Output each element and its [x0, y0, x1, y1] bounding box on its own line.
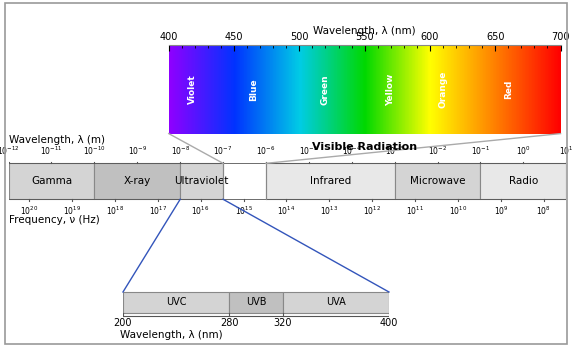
Bar: [395, 163, 480, 199]
Text: Red: Red: [504, 80, 513, 99]
Bar: [180, 163, 223, 199]
Bar: [94, 163, 180, 199]
Text: $10^{19}$: $10^{19}$: [63, 204, 81, 217]
Text: X-ray: X-ray: [124, 176, 151, 186]
Text: $10^{10}$: $10^{10}$: [449, 204, 467, 217]
Text: Ultraviolet: Ultraviolet: [174, 176, 229, 186]
Text: 280: 280: [220, 318, 239, 328]
Text: Visible Radiation: Visible Radiation: [312, 142, 417, 152]
Text: $10^{18}$: $10^{18}$: [106, 204, 124, 217]
Text: UVC: UVC: [166, 297, 186, 307]
Text: Wavelength, λ (m): Wavelength, λ (m): [9, 135, 105, 145]
Text: $10^{-2}$: $10^{-2}$: [428, 144, 447, 157]
Text: UVB: UVB: [246, 297, 266, 307]
Text: Blue: Blue: [249, 78, 258, 101]
Bar: [9, 163, 94, 199]
Text: $10^{-8}$: $10^{-8}$: [170, 144, 190, 157]
Text: $10^{-1}$: $10^{-1}$: [471, 144, 490, 157]
Text: $10^{-6}$: $10^{-6}$: [256, 144, 276, 157]
Text: $10^{15}$: $10^{15}$: [235, 204, 253, 217]
Text: Microwave: Microwave: [410, 176, 466, 186]
Text: $10^{-9}$: $10^{-9}$: [128, 144, 147, 157]
Text: $10^{1}$: $10^{1}$: [559, 144, 572, 157]
Bar: [229, 292, 283, 313]
Text: 400: 400: [380, 318, 398, 328]
Text: $10^{8}$: $10^{8}$: [537, 204, 551, 217]
Text: Orange: Orange: [439, 71, 447, 108]
Text: $10^{12}$: $10^{12}$: [363, 204, 382, 217]
Text: $10^{-12}$: $10^{-12}$: [0, 144, 20, 157]
Bar: [480, 163, 566, 199]
Text: $10^{20}$: $10^{20}$: [20, 204, 38, 217]
Text: $10^{14}$: $10^{14}$: [277, 204, 296, 217]
Text: $10^{-5}$: $10^{-5}$: [299, 144, 319, 157]
Text: Violet: Violet: [188, 75, 197, 104]
Text: Green: Green: [321, 74, 330, 105]
Text: $10^{11}$: $10^{11}$: [406, 204, 424, 217]
Bar: [283, 292, 389, 313]
Text: Radio: Radio: [509, 176, 538, 186]
Text: Wavelength, λ (nm): Wavelength, λ (nm): [313, 26, 416, 36]
Bar: [123, 292, 229, 313]
Text: $10^{-10}$: $10^{-10}$: [83, 144, 106, 157]
Text: $10^{9}$: $10^{9}$: [494, 204, 509, 217]
Text: $10^{13}$: $10^{13}$: [320, 204, 339, 217]
Text: UVA: UVA: [326, 297, 345, 307]
Text: Frequency, ν (Hz): Frequency, ν (Hz): [9, 215, 100, 225]
Bar: [266, 163, 395, 199]
Text: 200: 200: [114, 318, 132, 328]
Text: $10^{17}$: $10^{17}$: [149, 204, 167, 217]
Text: $10^{16}$: $10^{16}$: [192, 204, 210, 217]
Text: $10^{-11}$: $10^{-11}$: [40, 144, 63, 157]
Text: Yellow: Yellow: [386, 73, 395, 105]
Text: 320: 320: [273, 318, 292, 328]
Text: Wavelength, λ (nm): Wavelength, λ (nm): [120, 330, 223, 340]
Text: $10^{-3}$: $10^{-3}$: [385, 144, 404, 157]
Text: $10^{-7}$: $10^{-7}$: [213, 144, 233, 157]
Text: $10^{0}$: $10^{0}$: [516, 144, 531, 157]
Text: $10^{-4}$: $10^{-4}$: [342, 144, 362, 157]
Text: Infrared: Infrared: [309, 176, 351, 186]
Text: Gamma: Gamma: [31, 176, 72, 186]
